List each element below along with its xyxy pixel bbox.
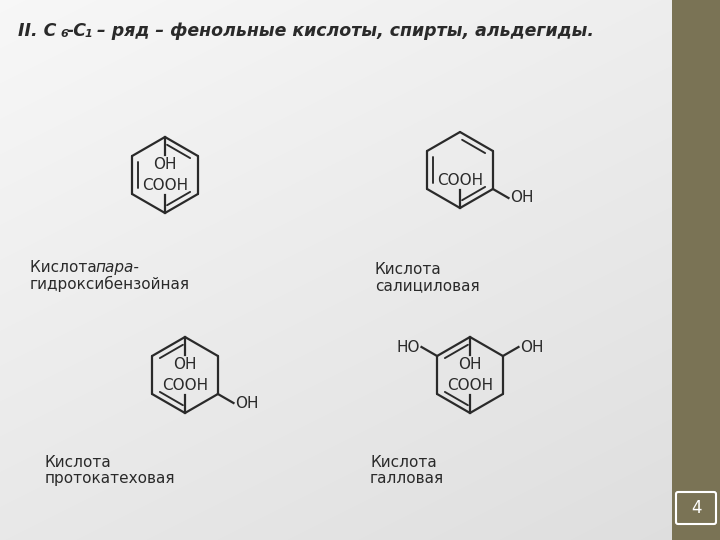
Text: OH: OH xyxy=(510,191,534,206)
Text: галловая: галловая xyxy=(370,471,444,486)
Text: салициловая: салициловая xyxy=(375,278,480,293)
Text: COOH: COOH xyxy=(447,378,493,393)
Text: 4: 4 xyxy=(690,499,701,517)
Text: COOH: COOH xyxy=(142,178,188,193)
Text: Кислота: Кислота xyxy=(375,262,442,277)
Text: OH: OH xyxy=(174,357,197,372)
Text: COOH: COOH xyxy=(437,173,483,188)
Text: HO: HO xyxy=(396,340,420,354)
Text: II. С: II. С xyxy=(18,22,56,40)
Text: Кислота: Кислота xyxy=(30,260,102,275)
Text: – ряд – фенольные кислоты, спирты, альдегиды.: – ряд – фенольные кислоты, спирты, альде… xyxy=(91,22,594,40)
Text: Кислота: Кислота xyxy=(45,455,112,470)
Text: гидроксибензойная: гидроксибензойная xyxy=(30,276,190,292)
Text: OH: OH xyxy=(521,340,544,354)
Text: пара-: пара- xyxy=(95,260,139,275)
Text: 1: 1 xyxy=(85,29,93,39)
Text: OH: OH xyxy=(153,157,176,172)
Text: 6: 6 xyxy=(60,29,68,39)
Text: Кислота: Кислота xyxy=(370,455,437,470)
Text: -С: -С xyxy=(67,22,87,40)
Text: протокатеховая: протокатеховая xyxy=(45,471,176,486)
Text: COOH: COOH xyxy=(162,378,208,393)
Text: OH: OH xyxy=(458,357,482,372)
Bar xyxy=(672,0,720,540)
Text: OH: OH xyxy=(235,395,259,410)
